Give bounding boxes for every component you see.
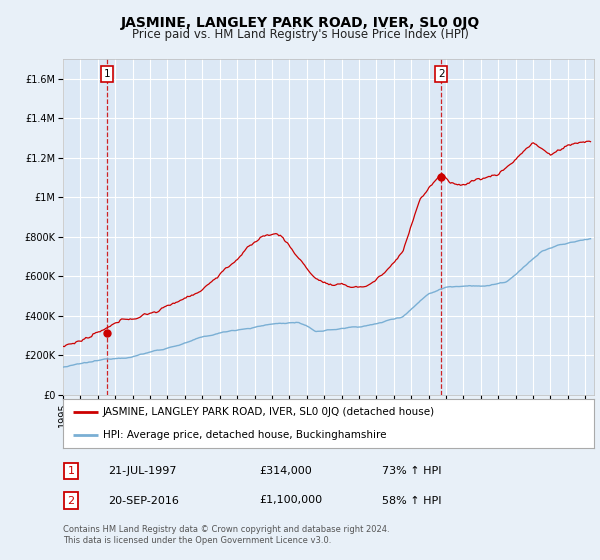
Text: 21-JUL-1997: 21-JUL-1997 [108, 466, 176, 476]
Text: HPI: Average price, detached house, Buckinghamshire: HPI: Average price, detached house, Buck… [103, 430, 386, 440]
Text: Price paid vs. HM Land Registry's House Price Index (HPI): Price paid vs. HM Land Registry's House … [131, 28, 469, 41]
Text: Contains HM Land Registry data © Crown copyright and database right 2024.
This d: Contains HM Land Registry data © Crown c… [63, 525, 389, 545]
Text: 20-SEP-2016: 20-SEP-2016 [108, 496, 179, 506]
Text: £314,000: £314,000 [259, 466, 312, 476]
Text: 2: 2 [438, 69, 445, 79]
Text: 1: 1 [67, 466, 74, 476]
Text: £1,100,000: £1,100,000 [259, 496, 323, 506]
Text: JASMINE, LANGLEY PARK ROAD, IVER, SL0 0JQ (detached house): JASMINE, LANGLEY PARK ROAD, IVER, SL0 0J… [103, 407, 435, 417]
Text: 1: 1 [104, 69, 111, 79]
Text: 2: 2 [67, 496, 74, 506]
Text: JASMINE, LANGLEY PARK ROAD, IVER, SL0 0JQ: JASMINE, LANGLEY PARK ROAD, IVER, SL0 0J… [121, 16, 479, 30]
Text: 73% ↑ HPI: 73% ↑ HPI [382, 466, 441, 476]
Text: 58% ↑ HPI: 58% ↑ HPI [382, 496, 441, 506]
